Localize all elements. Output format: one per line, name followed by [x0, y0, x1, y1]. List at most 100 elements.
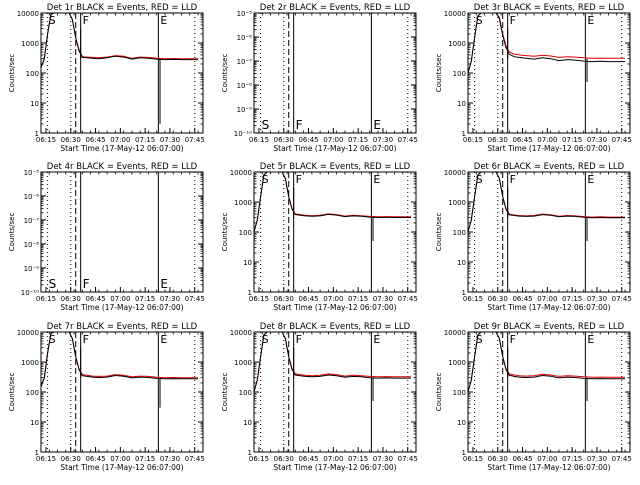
x-tick-label: 07:45	[398, 455, 418, 463]
x-tick-label: 06:45	[85, 136, 105, 144]
flag-s: S	[476, 333, 483, 346]
y-tick-label: 10⁻⁷	[24, 217, 40, 225]
x-tick-label: 07:15	[135, 455, 155, 463]
x-tick-label: 07:45	[185, 136, 205, 144]
x-tick-label: 06:45	[298, 136, 318, 144]
plot-frame	[467, 12, 631, 134]
flag-e: E	[160, 277, 168, 291]
y-tick-label: 1	[462, 449, 466, 457]
flag-s: S	[262, 173, 269, 186]
flag-e: E	[160, 333, 167, 346]
x-tick-label: 07:15	[348, 295, 368, 303]
y-tick-label: 10	[457, 419, 466, 427]
y-tick-label: 10000	[17, 10, 39, 18]
y-tick-label: 10⁻⁶	[24, 193, 40, 201]
x-tick-label: 06:45	[85, 455, 105, 463]
y-tick-label: 1	[462, 130, 466, 138]
x-tick-label: 07:15	[135, 136, 155, 144]
x-tick-label: 07:00	[323, 136, 343, 144]
lld-series-line	[468, 13, 625, 74]
x-tick-label: 06:15	[249, 455, 269, 463]
y-tick-label: 10⁻⁶	[237, 34, 253, 42]
x-tick-label: 06:15	[463, 136, 483, 144]
x-tick-label: 06:15	[249, 295, 269, 303]
events-series-line	[254, 332, 411, 393]
x-tick-label: 06:30	[274, 295, 294, 303]
x-tick-label: 07:45	[398, 295, 418, 303]
flag-f: F	[510, 14, 516, 27]
y-axis-label: Counts/sec	[8, 54, 16, 93]
x-tick-label: 07:45	[185, 295, 205, 303]
flag-e: E	[587, 333, 594, 346]
x-axis-label: Start Time (17-May-12 06:07:00)	[273, 303, 396, 312]
x-tick-label: 07:45	[612, 136, 632, 144]
y-tick-label: 1000	[448, 359, 466, 367]
x-tick-label: 06:30	[61, 295, 81, 303]
panel-det-2: Det 2r BLACK = Events, RED = LLD 10⁻¹⁰ 10⁻…	[221, 3, 418, 153]
x-axis-label: Start Time (17-May-12 06:07:00)	[487, 463, 610, 472]
y-tick-label: 10⁻⁷	[237, 58, 253, 66]
events-series-line	[41, 13, 198, 68]
x-axis-label: Start Time (17-May-12 06:07:00)	[273, 144, 396, 153]
x-tick-label: 07:30	[373, 295, 393, 303]
panel-det-4: Det 4r BLACK = Events, RED = LLD 10⁻¹⁰ 10⁻…	[8, 162, 205, 312]
y-tick-label: 1000	[448, 40, 466, 48]
panel-title: Det 7r BLACK = Events, RED = LLD	[47, 322, 198, 332]
flag-f: F	[83, 14, 89, 27]
flag-f: F	[296, 333, 302, 346]
flag-e: E	[587, 14, 594, 27]
x-tick-label: 07:30	[587, 136, 607, 144]
flag-f: F	[510, 333, 516, 346]
y-tick-label: 1	[35, 449, 39, 457]
y-axis-label: Counts/sec	[435, 54, 443, 93]
x-tick-label: 07:15	[135, 295, 155, 303]
y-tick-label: 1000	[21, 359, 39, 367]
panel-title: Det 4r BLACK = Events, RED = LLD	[47, 162, 198, 172]
flag-s: S	[49, 277, 57, 291]
panel-title: Det 3r BLACK = Events, RED = LLD	[474, 3, 625, 13]
x-tick-label: 07:00	[323, 295, 343, 303]
x-tick-label: 07:15	[348, 455, 368, 463]
y-tick-label: 10000	[230, 329, 252, 337]
x-tick-label: 07:00	[323, 455, 343, 463]
x-tick-label: 07:00	[110, 295, 130, 303]
x-tick-label: 07:00	[537, 136, 557, 144]
x-axis-label: Start Time (17-May-12 06:07:00)	[487, 303, 610, 312]
y-tick-label: 1000	[21, 40, 39, 48]
flag-e: E	[373, 333, 380, 346]
y-axis-label: Counts/sec	[221, 213, 229, 252]
y-tick-label: 10	[30, 419, 39, 427]
flag-s: S	[49, 333, 56, 346]
y-tick-label: 100	[453, 229, 466, 237]
flag-f: F	[296, 118, 303, 132]
panel-det-7: Det 7r BLACK = Events, RED = LLD 1 10 100 10…	[8, 322, 205, 472]
lld-series-line	[468, 172, 625, 233]
panel-title: Det 2r BLACK = Events, RED = LLD	[260, 3, 411, 13]
y-axis-label: Counts/sec	[221, 373, 229, 412]
x-tick-label: 07:30	[587, 295, 607, 303]
events-series-line	[468, 13, 625, 74]
events-series-line	[468, 172, 625, 233]
flag-s: S	[476, 173, 483, 186]
x-tick-label: 07:30	[160, 295, 180, 303]
flag-f: F	[510, 173, 516, 186]
y-tick-label: 10	[243, 259, 252, 267]
y-tick-label: 1	[35, 130, 39, 138]
x-tick-label: 07:15	[348, 136, 368, 144]
y-tick-label: 100	[239, 389, 252, 397]
x-axis-label: Start Time (17-May-12 06:07:00)	[60, 303, 183, 312]
flag-s: S	[476, 14, 483, 27]
plot-frame	[40, 331, 204, 453]
panel-det-5: Det 5r BLACK = Events, RED = LLD 1 10 100 10…	[221, 162, 418, 312]
y-tick-label: 100	[239, 229, 252, 237]
x-tick-label: 07:45	[398, 136, 418, 144]
x-tick-label: 07:15	[562, 136, 582, 144]
x-tick-label: 06:30	[274, 136, 294, 144]
x-tick-label: 07:30	[587, 455, 607, 463]
y-tick-label: 10000	[17, 329, 39, 337]
y-axis-label: Counts/sec	[435, 373, 443, 412]
x-axis-label: Start Time (17-May-12 06:07:00)	[60, 144, 183, 153]
y-tick-label: 10000	[444, 10, 466, 18]
lld-series-line	[254, 332, 411, 393]
